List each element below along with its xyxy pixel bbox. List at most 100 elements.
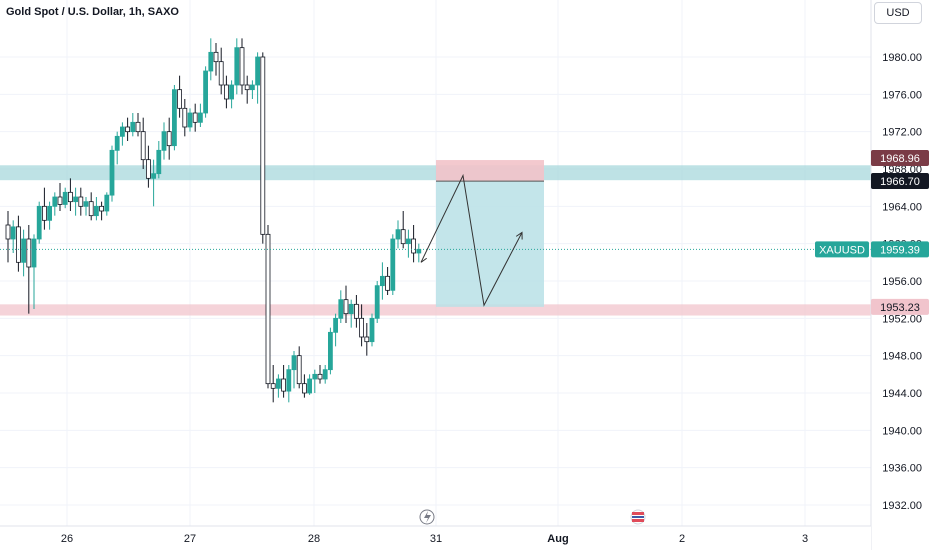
flag-stripe-icon [632,519,644,522]
forecast-arrowhead [420,257,427,263]
candle-body [405,238,411,245]
time-tick-label: Aug [547,533,568,545]
candle-body [364,336,370,343]
candle-body [130,121,136,133]
candle-body [197,112,203,123]
candle-body [73,196,78,203]
candle-body [182,107,188,128]
support-zone [0,304,871,316]
candle-body [411,238,417,254]
candle-body [286,369,292,392]
candle-body [327,331,333,371]
time-tick-label: 31 [430,533,442,545]
flag-stripe-icon [632,512,644,515]
price-label: 1959.39 [880,244,920,256]
chart-grid [0,0,871,526]
candle-body [5,224,11,240]
time-axis-bg [0,526,871,550]
candle-body [390,238,396,291]
candle-body [359,317,365,338]
chart-title: Gold Spot / U.S. Dollar, 1h, SAXO [6,6,179,18]
candle-body [416,248,422,254]
candle-body [109,149,115,196]
candle-body [379,275,385,287]
price-tick-label: 1940.00 [882,425,922,437]
candle-body [265,233,271,385]
candle-body [291,355,297,371]
candle-body [203,70,209,114]
symbol-label-bg [815,241,869,258]
price-tick-label: 1952.00 [882,313,922,325]
price-label-bg [871,298,929,315]
price-tick-label: 1956.00 [882,276,922,288]
stop-zone [436,160,544,182]
currency-button[interactable]: USD [874,2,922,24]
candle-body [187,112,193,128]
candle-body [333,317,339,333]
flag-stripe-icon [632,516,644,518]
candle-body [275,378,281,389]
candle-body [68,191,73,203]
candle-body [83,201,89,207]
candle-body [52,196,58,207]
candle-body [338,299,344,319]
target-zone [436,181,544,307]
candle-body [47,205,52,221]
position-tool [436,160,544,307]
price-tick-label: 1976.00 [882,89,922,101]
candle-body [317,373,323,380]
candle-body [114,135,120,151]
candle-body [21,238,27,263]
price-label-bg [871,173,929,189]
candle-body [166,131,172,147]
time-tick-label: 28 [308,533,320,545]
candles [5,38,422,403]
candle-body [15,226,21,263]
event-icons [419,509,646,525]
candle-body [26,238,32,268]
price-tick-label: 1944.00 [882,388,922,400]
price-axis-bg [871,0,932,550]
candle-body [88,201,94,217]
candle-body [353,303,359,319]
candle-body [125,126,130,133]
price-axis: 1980.001976.001972.001968.001964.001960.… [870,0,932,550]
candle-body [36,205,42,240]
zones [0,165,871,316]
candle-body [161,131,167,151]
candle-body [78,196,84,207]
candle-body [120,126,125,137]
candle-body [281,378,287,392]
candle-body [223,84,229,100]
time-axis: 26 27 28 31 Aug 2 3 [0,525,871,550]
price-label: 1966.70 [880,176,920,188]
price-label-bg [871,241,929,258]
candle-body [270,383,276,389]
candle-body [151,173,157,179]
resistance-zone [0,165,871,181]
candle-body [99,205,104,212]
candle-body [343,299,349,315]
price-label-bg [871,150,929,166]
candle-body [140,131,146,161]
candle-body [62,191,68,205]
candle-body [374,285,380,319]
candle-body [156,149,162,175]
candle-body [218,61,224,86]
candle-body [322,369,328,380]
candle-body [135,121,141,133]
price-tick-label: 1980.00 [882,52,922,64]
forecast-arrowhead [515,231,523,240]
price-tick-label: 1936.00 [882,463,922,475]
price-label: 1968.96 [880,153,920,165]
candle-body [255,56,261,86]
candle-body [260,56,266,235]
candle-body [307,378,313,394]
candle-body [348,303,354,315]
price-tick-label: 1964.00 [882,201,922,213]
candle-body [239,47,245,86]
time-tick-label: 26 [61,533,73,545]
candle-body [57,196,63,205]
candle-body [31,238,37,268]
